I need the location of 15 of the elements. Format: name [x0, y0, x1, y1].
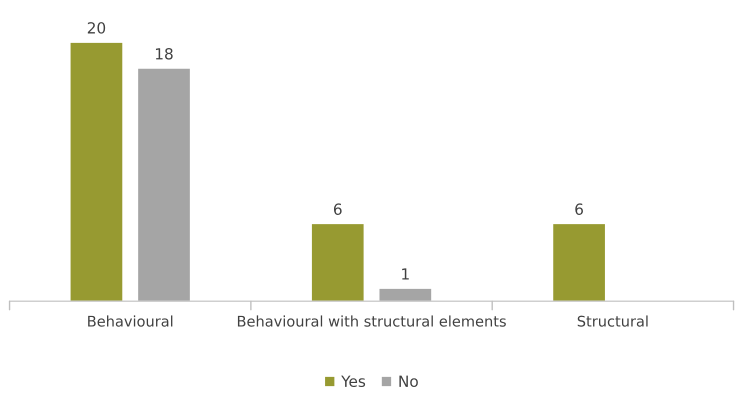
bar: [136, 67, 192, 302]
data-label: 6: [334, 203, 342, 215]
data-label: 20: [88, 22, 106, 34]
x-tick-label: Structural: [578, 315, 648, 327]
data-label: 18: [156, 48, 173, 60]
data-label: 1: [402, 268, 409, 280]
x-tick-label: Behavioural with structural elements: [238, 315, 506, 327]
bar: [552, 222, 606, 302]
legend-label: No: [399, 376, 418, 388]
legend-label: Yes: [341, 376, 366, 388]
x-tick-label: Behavioural: [88, 315, 172, 327]
bar: [69, 41, 124, 302]
data-label: 6: [575, 203, 583, 215]
bar: [310, 222, 365, 302]
bar: [378, 288, 433, 302]
